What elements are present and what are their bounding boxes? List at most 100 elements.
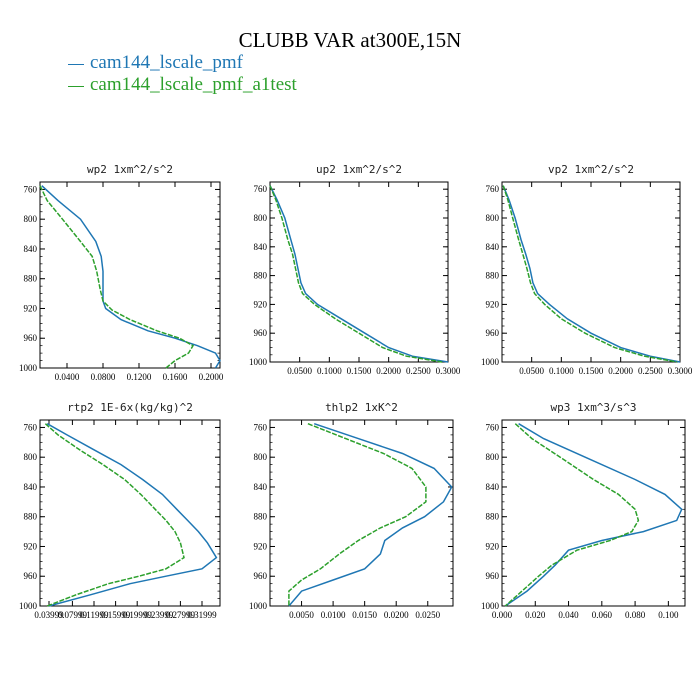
y-tick-label: 920 — [486, 541, 500, 551]
panel-title: up2 1xm^2/s^2 — [316, 163, 402, 176]
x-tick-label: 0.060 — [592, 610, 613, 620]
plot-frame — [501, 181, 681, 363]
y-tick-label: 760 — [24, 422, 38, 432]
y-tick-label: 880 — [486, 271, 500, 281]
y-tick-label: 920 — [486, 299, 500, 309]
legend-item-2: cam144_lscale_pmf_a1test — [68, 74, 297, 96]
y-tick-label: 840 — [486, 482, 500, 492]
y-tick-label: 1000 — [481, 601, 500, 611]
x-tick-label: 0.07999 — [58, 610, 88, 620]
panel-4: rtp2 1E-6x(kg/kg)^2 760 800 840 880 920 960 100… — [19, 401, 221, 620]
panel-1: wp2 1xm^2/s^2 760 800 840 880 920 960 1000 0.040… — [19, 163, 224, 382]
x-tick-label: 0.15999 — [101, 610, 131, 620]
panel-2: up2 1xm^2/s^2 760 800 840 880 920 960 1000 0.050… — [249, 163, 461, 376]
x-tick-label: 0.1600 — [163, 372, 188, 382]
y-tick-label: 880 — [486, 512, 500, 522]
series-line-1 — [46, 423, 218, 607]
x-tick-label: 0.11999 — [80, 610, 109, 620]
x-tick-label: 0.19999 — [123, 610, 153, 620]
legend-label-2: cam144_lscale_pmf_a1test — [90, 74, 297, 95]
x-tick-label: 0.040 — [558, 610, 579, 620]
x-tick-label: 0.1500 — [347, 366, 372, 376]
y-tick-label: 1000 — [249, 601, 268, 611]
y-tick-label: 1000 — [481, 357, 500, 367]
x-tick-label: 0.2000 — [376, 366, 401, 376]
x-tick-label: 0.2500 — [638, 366, 663, 376]
x-tick-label: 0.020 — [525, 610, 546, 620]
y-tick-label: 960 — [486, 328, 500, 338]
x-tick-label: 0.1000 — [317, 366, 342, 376]
y-tick-label: 760 — [254, 422, 268, 432]
x-tick-label: 0.3000 — [436, 366, 461, 376]
x-tick-label: 0.3000 — [668, 366, 693, 376]
y-tick-label: 920 — [254, 541, 268, 551]
series-line-1 — [288, 422, 453, 607]
y-tick-label: 960 — [254, 571, 268, 581]
y-tick-label: 840 — [254, 482, 268, 492]
y-tick-label: 800 — [486, 213, 500, 223]
panel-title: rtp2 1E-6x(kg/kg)^2 — [67, 401, 193, 414]
series-line-2 — [269, 185, 443, 363]
panel-3: vp2 1xm^2/s^2 760 800 840 880 920 960 1000 0.050… — [481, 163, 693, 376]
y-tick-label: 960 — [486, 571, 500, 581]
y-tick-label: 960 — [24, 571, 38, 581]
x-tick-label: 0.2000 — [608, 366, 633, 376]
x-tick-label: 0.0500 — [287, 366, 312, 376]
y-tick-label: 880 — [24, 512, 38, 522]
series-line-2 — [504, 423, 640, 607]
legend-item-1: cam144_lscale_pmf — [68, 52, 297, 74]
panel-title: wp3 1xm^3/s^3 — [550, 401, 636, 414]
y-tick-label: 760 — [24, 184, 38, 194]
plot-frame — [269, 419, 454, 607]
figure-title: CLUBB VAR at300E,15N — [238, 28, 462, 52]
y-tick-label: 880 — [254, 271, 268, 281]
y-tick-label: 800 — [254, 213, 268, 223]
x-tick-label: 0.2500 — [406, 366, 431, 376]
x-tick-label: 0.000 — [492, 610, 513, 620]
y-tick-label: 880 — [254, 512, 268, 522]
y-tick-label: 800 — [254, 452, 268, 462]
x-tick-label: 0.0100 — [321, 610, 346, 620]
x-tick-label: 0.0050 — [289, 610, 314, 620]
x-tick-label: 0.0150 — [352, 610, 377, 620]
y-tick-label: 1000 — [19, 601, 38, 611]
series-line-2 — [502, 185, 678, 363]
x-tick-label: 0.03999 — [34, 610, 64, 620]
plot-frame — [39, 419, 221, 607]
y-tick-label: 920 — [24, 541, 38, 551]
plot-frame — [269, 181, 449, 363]
x-tick-label: 0.0800 — [91, 372, 116, 382]
y-tick-label: 840 — [24, 482, 38, 492]
y-tick-label: 840 — [24, 244, 38, 254]
series-line-2 — [44, 423, 185, 607]
panel-title: vp2 1xm^2/s^2 — [548, 163, 634, 176]
panel-title: wp2 1xm^2/s^2 — [87, 163, 173, 176]
series-line-2 — [288, 423, 427, 606]
x-tick-label: 0.0400 — [55, 372, 80, 382]
x-tick-label: 0.080 — [625, 610, 646, 620]
legend-label-1: cam144_lscale_pmf — [90, 52, 244, 73]
x-tick-label: 0.1200 — [127, 372, 152, 382]
x-tick-label: 0.2000 — [199, 372, 224, 382]
plot-frame — [501, 419, 686, 607]
x-tick-label: 0.0500 — [519, 366, 544, 376]
x-tick-label: 0.0250 — [415, 610, 440, 620]
series-line-1 — [502, 185, 681, 363]
y-tick-label: 1000 — [19, 363, 38, 373]
y-tick-label: 800 — [24, 452, 38, 462]
legend: cam144_lscale_pmf cam144_lscale_pmf_a1te… — [68, 52, 297, 96]
y-tick-label: 840 — [486, 242, 500, 252]
y-tick-label: 760 — [254, 184, 268, 194]
y-tick-label: 960 — [254, 328, 268, 338]
x-tick-label: 0.1000 — [549, 366, 574, 376]
y-tick-label: 880 — [24, 274, 38, 284]
y-tick-label: 800 — [24, 214, 38, 224]
y-tick-label: 960 — [24, 333, 38, 343]
y-tick-label: 760 — [486, 184, 500, 194]
y-tick-label: 1000 — [249, 357, 268, 367]
panel-title: thlp2 1xK^2 — [325, 401, 398, 414]
plot-frame — [39, 181, 221, 369]
x-tick-label: 0.27999 — [166, 610, 196, 620]
